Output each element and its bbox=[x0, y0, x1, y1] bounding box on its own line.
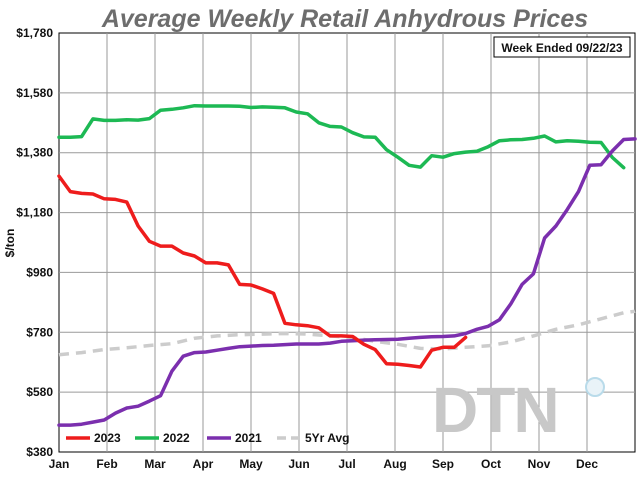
legend: 2023 2022 2021 5Yr Avg bbox=[66, 431, 349, 445]
y-tick-label: $1,580 bbox=[16, 86, 53, 100]
x-tick-label: Dec bbox=[576, 457, 598, 471]
x-axis-ticks: Jan Feb Mar Apr May Jun Jul Aug Sep Oct Nov Dec bbox=[49, 457, 599, 471]
dtn-logo-text: DTN bbox=[432, 374, 558, 446]
x-tick-label: Aug bbox=[383, 457, 406, 471]
series-line-2022 bbox=[57, 103, 626, 170]
series-lines bbox=[57, 103, 637, 427]
date-note-frame bbox=[493, 36, 631, 58]
legend-label: 2021 bbox=[235, 431, 262, 445]
y-tick-label: $1,180 bbox=[16, 206, 53, 220]
x-tick-label: Jun bbox=[288, 457, 309, 471]
series-line-2021 bbox=[57, 137, 637, 427]
y-tick-label: $380 bbox=[26, 445, 53, 459]
x-tick-label: Oct bbox=[481, 457, 501, 471]
y-tick-label: $1,780 bbox=[16, 26, 53, 40]
date-note-box: Week Ended 09/22/23 bbox=[493, 36, 631, 58]
x-tick-label: Jul bbox=[338, 457, 355, 471]
legend-label: 2023 bbox=[94, 431, 121, 445]
y-axis-ticks: $1,780 $1,580 $1,380 $1,180 $980 $780 $580 $380 bbox=[16, 26, 53, 459]
logo: DTN bbox=[432, 374, 605, 446]
legend-label: 2022 bbox=[163, 431, 190, 445]
gridlines bbox=[59, 33, 635, 452]
date-note-text: Week Ended 09/22/23 bbox=[501, 41, 623, 55]
series-line-2023 bbox=[57, 174, 468, 369]
x-tick-label: Jan bbox=[49, 457, 70, 471]
logo-dot-icon bbox=[585, 377, 605, 397]
x-tick-label: Feb bbox=[96, 457, 117, 471]
y-tick-label: $780 bbox=[26, 325, 53, 339]
x-tick-label: Sep bbox=[432, 457, 454, 471]
x-tick-label: Nov bbox=[528, 457, 551, 471]
y-tick-label: $580 bbox=[26, 385, 53, 399]
legend-label: 5Yr Avg bbox=[305, 431, 349, 445]
x-tick-label: May bbox=[239, 457, 263, 471]
x-tick-label: Mar bbox=[144, 457, 166, 471]
chart-title: Average Weekly Retail Anhydrous Prices bbox=[101, 5, 588, 33]
x-tick-label: Apr bbox=[193, 457, 214, 471]
y-tick-label: $1,380 bbox=[16, 146, 53, 160]
y-axis-label: $/ton bbox=[3, 229, 17, 258]
y-tick-label: $980 bbox=[26, 265, 53, 279]
